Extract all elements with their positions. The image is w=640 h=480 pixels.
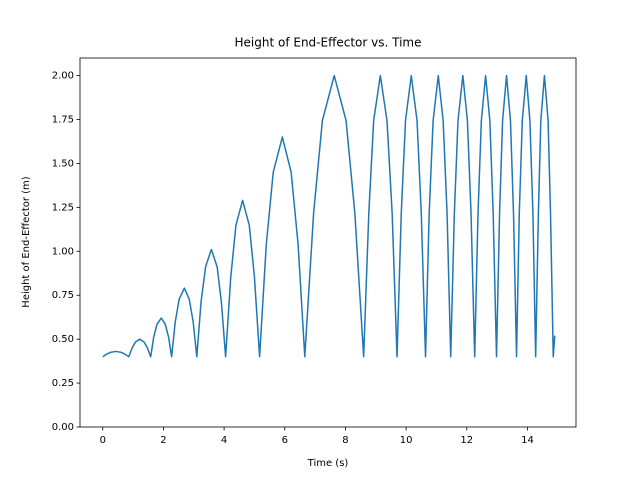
y-tick-label: 0.75 bbox=[52, 290, 74, 301]
x-tick-label: 14 bbox=[521, 435, 534, 446]
x-tick-label: 10 bbox=[400, 435, 413, 446]
y-tick-label: 1.25 bbox=[52, 202, 74, 213]
x-tick-label: 8 bbox=[342, 435, 348, 446]
y-axis-label: Height of End-Effector (m) bbox=[21, 176, 32, 307]
y-tick-label: 0.25 bbox=[52, 378, 74, 389]
x-tick-label: 4 bbox=[221, 435, 227, 446]
y-tick-label: 0.00 bbox=[52, 422, 74, 433]
y-tick-label: 0.50 bbox=[52, 334, 74, 345]
plot-frame bbox=[79, 57, 577, 428]
y-tick-label: 1.50 bbox=[52, 158, 74, 169]
y-tick-label: 2.00 bbox=[52, 71, 74, 82]
x-tick-label: 6 bbox=[282, 435, 288, 446]
chart-title: Height of End-Effector vs. Time bbox=[235, 36, 422, 50]
data-line bbox=[102, 74, 556, 358]
x-tick-label: 12 bbox=[460, 435, 473, 446]
x-tick-label: 0 bbox=[100, 435, 106, 446]
y-tick-label: 1.75 bbox=[52, 115, 74, 126]
x-tick-label: 2 bbox=[160, 435, 166, 446]
x-axis-label: Time (s) bbox=[307, 458, 349, 469]
y-tick-label: 1.00 bbox=[52, 246, 74, 257]
